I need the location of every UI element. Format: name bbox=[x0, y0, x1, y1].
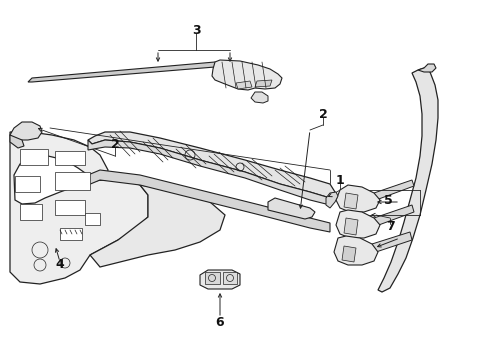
Text: 2: 2 bbox=[318, 108, 327, 121]
Polygon shape bbox=[88, 132, 335, 198]
Polygon shape bbox=[200, 270, 240, 289]
Polygon shape bbox=[344, 218, 358, 235]
Text: 7: 7 bbox=[386, 220, 394, 234]
Polygon shape bbox=[223, 272, 237, 284]
Polygon shape bbox=[251, 92, 268, 103]
Polygon shape bbox=[326, 192, 338, 208]
Polygon shape bbox=[268, 198, 315, 219]
Polygon shape bbox=[374, 180, 414, 200]
Text: 5: 5 bbox=[384, 194, 392, 207]
Bar bbox=[60, 228, 82, 240]
Polygon shape bbox=[336, 185, 380, 212]
Polygon shape bbox=[88, 170, 330, 232]
Polygon shape bbox=[372, 232, 412, 253]
Bar bbox=[20, 149, 48, 165]
Polygon shape bbox=[28, 62, 218, 82]
Bar bbox=[55, 172, 90, 190]
Text: 1: 1 bbox=[336, 174, 344, 186]
Bar bbox=[20, 204, 42, 220]
Polygon shape bbox=[378, 68, 438, 292]
Bar bbox=[85, 213, 100, 225]
Polygon shape bbox=[344, 193, 358, 209]
Bar bbox=[15, 176, 40, 192]
Polygon shape bbox=[374, 205, 414, 226]
Polygon shape bbox=[90, 185, 225, 267]
Bar bbox=[55, 200, 85, 215]
Polygon shape bbox=[205, 272, 220, 284]
Polygon shape bbox=[10, 132, 148, 284]
Polygon shape bbox=[88, 140, 330, 205]
Polygon shape bbox=[336, 210, 380, 238]
Polygon shape bbox=[10, 122, 42, 140]
Text: 2: 2 bbox=[111, 138, 120, 150]
Polygon shape bbox=[342, 246, 356, 262]
Text: 3: 3 bbox=[192, 23, 200, 36]
Polygon shape bbox=[236, 81, 252, 89]
Polygon shape bbox=[418, 64, 436, 72]
Polygon shape bbox=[334, 236, 378, 265]
Bar bbox=[55, 151, 85, 165]
Polygon shape bbox=[212, 60, 282, 90]
Text: 4: 4 bbox=[56, 258, 64, 271]
Polygon shape bbox=[10, 135, 24, 148]
Polygon shape bbox=[255, 80, 272, 87]
Text: 6: 6 bbox=[216, 315, 224, 328]
